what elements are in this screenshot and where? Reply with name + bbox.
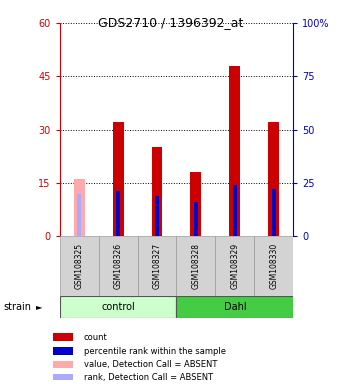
Text: percentile rank within the sample: percentile rank within the sample [84,347,226,356]
Bar [254,236,293,296]
Text: GSM108326: GSM108326 [114,243,122,289]
Text: rank, Detection Call = ABSENT: rank, Detection Call = ABSENT [84,373,213,382]
Text: value, Detection Call = ABSENT: value, Detection Call = ABSENT [84,360,217,369]
Text: count: count [84,333,107,342]
Bar [229,66,240,236]
Bar [60,296,177,318]
Bar [177,236,216,296]
Bar [113,122,123,236]
Text: GSM108327: GSM108327 [152,243,162,289]
Bar [99,236,137,296]
Text: Dahl: Dahl [224,302,246,312]
Text: ►: ► [36,302,42,311]
Bar [272,189,276,236]
Bar [151,147,162,236]
Text: control: control [101,302,135,312]
Bar [137,236,177,296]
Bar [53,361,73,368]
Text: GSM108330: GSM108330 [269,243,278,289]
Bar [77,194,81,236]
Bar [116,191,120,236]
Bar [60,236,99,296]
Text: GSM108329: GSM108329 [231,243,239,289]
Bar [191,172,202,236]
Bar [74,179,85,236]
Text: strain: strain [3,302,31,312]
Bar [233,185,237,236]
Bar [53,333,73,341]
Text: GDS2710 / 1396392_at: GDS2710 / 1396392_at [98,17,243,30]
Bar [155,196,159,236]
Bar [194,202,198,236]
Text: GSM108328: GSM108328 [191,243,201,289]
Bar [177,296,293,318]
Bar [268,122,279,236]
Text: GSM108325: GSM108325 [75,243,84,289]
Bar [216,236,254,296]
Bar [53,348,73,355]
Bar [53,374,73,381]
